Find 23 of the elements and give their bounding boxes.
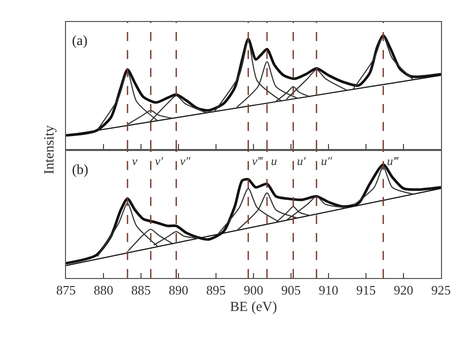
x-tick-label: 905 — [281, 282, 301, 298]
x-tick-label: 885 — [131, 282, 151, 298]
y-axis-title: Intensity — [42, 125, 58, 174]
x-tick-label: 910 — [318, 282, 338, 298]
ref-line-label: v — [132, 154, 138, 168]
annotation: (a) — [72, 34, 88, 49]
x-tick-label: 890 — [168, 282, 188, 298]
ref-line-label: v″ — [180, 154, 192, 168]
ref-line-label: u‴ — [387, 154, 399, 168]
x-tick-label: 880 — [94, 282, 114, 298]
ref-line-label: u′ — [297, 154, 306, 168]
ref-line-label: v′ — [155, 154, 164, 168]
ref-line-label: u″ — [321, 154, 333, 168]
x-tick-label: 900 — [244, 282, 264, 298]
x-tick-label: 895 — [206, 282, 226, 298]
x-tick-label: 875 — [56, 282, 76, 298]
x-tick-label: 920 — [394, 282, 414, 298]
x-tick-label: 915 — [356, 282, 376, 298]
x-axis-title: BE (eV) — [230, 300, 278, 315]
annotation: (b) — [72, 163, 89, 178]
ref-line-label: v‴ — [252, 154, 264, 168]
ref-line-label: u — [271, 154, 277, 168]
x-tick-label: 925 — [431, 282, 451, 298]
